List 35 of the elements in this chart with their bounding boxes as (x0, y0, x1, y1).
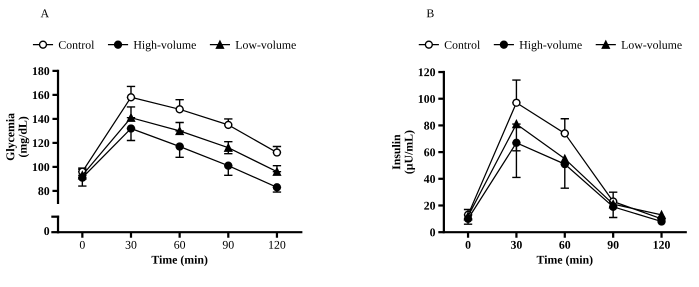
y-tick-label: 40 (424, 175, 436, 184)
x-tick-label: 90 (222, 240, 234, 249)
chart-title: B (426, 9, 434, 18)
y-tick-label: 80 (424, 122, 436, 130)
y-tick-label: 100 (418, 94, 436, 103)
x-tick-label: 120 (269, 240, 286, 249)
x-tick-label: 30 (510, 240, 522, 249)
legend-label: Control (58, 40, 94, 49)
y-axis-title: Insulin (µU/mL) (392, 130, 416, 174)
y-tick-label: 20 (424, 202, 436, 210)
x-tick-label: 120 (654, 240, 670, 249)
y-axis-title: Glycemia (mg/dL) (6, 113, 30, 160)
y-tick-label: 120 (32, 139, 50, 148)
x-tick-label: 60 (559, 240, 570, 249)
y-tick-label: 120 (418, 68, 436, 76)
legend-label: High-volume (134, 40, 196, 52)
y-tick-label: 180 (32, 67, 50, 76)
legend-label: Control (444, 40, 480, 49)
x-tick-label: 60 (174, 240, 186, 249)
x-tick-label: 30 (126, 240, 136, 249)
y-tick-label: 60 (424, 148, 436, 156)
y-tick-label: 140 (32, 115, 50, 124)
legend-label: Low-volume (236, 40, 296, 49)
y-tick-label: 0 (430, 228, 436, 236)
legend-label: Low-volume (621, 40, 682, 49)
chart-title: A (40, 9, 49, 18)
y-tick-label: 160 (32, 91, 50, 100)
x-tick-label: 0 (80, 240, 85, 249)
y-tick-label: 100 (32, 163, 50, 172)
x-tick-label: 0 (466, 240, 471, 249)
y-tick-label: 80 (38, 187, 50, 196)
x-axis-title: Time (min) (152, 255, 208, 266)
legend-label: High-volume (520, 40, 582, 52)
x-axis-title: Time (min) (536, 255, 593, 266)
x-tick-label: 90 (608, 240, 619, 249)
